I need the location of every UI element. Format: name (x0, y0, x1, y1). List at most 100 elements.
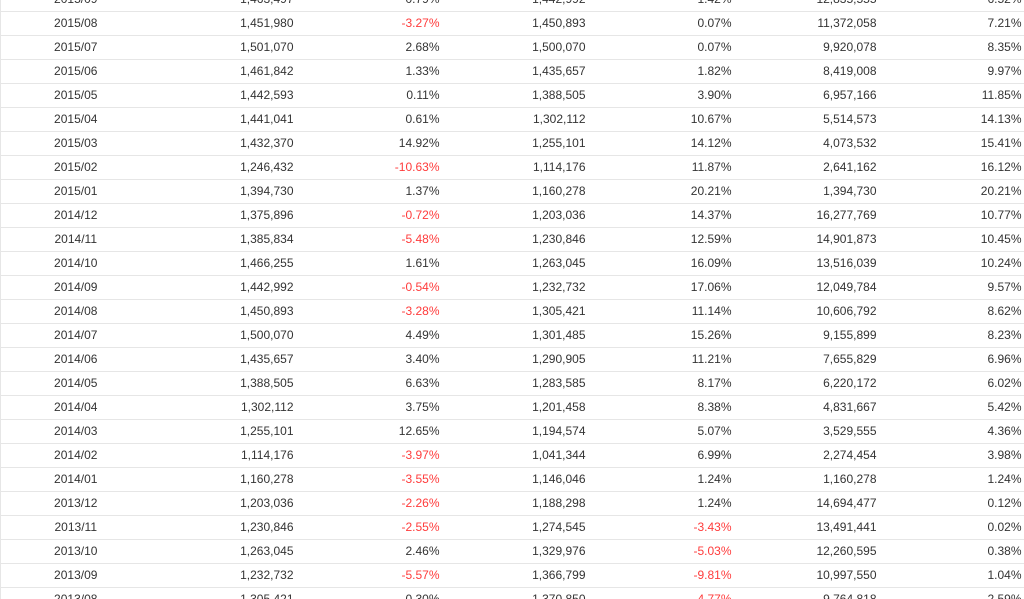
value-b-cell: 1,194,574 (442, 419, 589, 444)
cumulative-cell: 4,831,667 (734, 395, 880, 420)
value-a-cell: 1,375,896 (150, 203, 297, 228)
value-a-cell: 1,302,112 (150, 395, 297, 420)
value-b-cell: 1,146,046 (442, 467, 589, 492)
value-b-cell: 1,329,976 (442, 539, 589, 564)
value-b-cell: 1,500,070 (442, 35, 589, 60)
cumulative-cell: 10,997,550 (734, 563, 880, 588)
change-b-cell: 14.37% (588, 203, 735, 228)
value-a-cell: 1,450,893 (150, 299, 297, 324)
month-cell: 2014/02 (0, 443, 151, 468)
value-a-cell: 1,466,255 (150, 251, 297, 276)
value-b-cell: 1,255,101 (442, 131, 589, 156)
table-row: 2014/07 1,500,070 4.49% 1,301,485 15.26% 9,15… (0, 323, 1024, 348)
cumulative-cell: 5,514,573 (734, 107, 880, 132)
month-cell: 2015/03 (0, 131, 151, 156)
table-row: 2013/08 1,305,421 0.30% 1,370,850 -4.77% 9,76… (0, 587, 1024, 599)
change-a-cell: 12.65% (296, 419, 443, 444)
change-b-cell: 17.06% (588, 275, 735, 300)
cumulative-change-cell: 8.62% (879, 299, 1024, 324)
cumulative-change-cell: 4.36% (879, 419, 1024, 444)
cumulative-cell: 7,655,829 (734, 347, 880, 372)
table-row: 2015/091,463,4970.79%1,442,9921.42%12,83… (0, 0, 1024, 12)
table-row: 2013/12 1,203,036 -2.26% 1,188,298 1.24% 14,6… (0, 491, 1024, 516)
change-a-cell: 0.11% (296, 83, 443, 108)
change-a-cell: -0.54% (296, 275, 443, 300)
cumulative-change-cell: 10.45% (879, 227, 1024, 252)
table-row: 2014/08 1,450,893 -3.28% 1,305,421 11.14% 10,… (0, 299, 1024, 324)
month-cell: 2013/08 (0, 587, 151, 599)
change-a-cell: -3.27% (296, 11, 443, 36)
value-a-cell: 1,442,593 (150, 83, 297, 108)
cumulative-change-cell: 6.02% (879, 371, 1024, 396)
month-cell: 2014/04 (0, 395, 151, 420)
table-row: 2015/01 1,394,730 1.37% 1,160,278 20.21% 1,39… (0, 179, 1024, 204)
cumulative-cell: 8,419,008 (734, 59, 880, 84)
value-b-cell: 1,160,278 (442, 179, 589, 204)
value-b-cell: 1,305,421 (442, 299, 589, 324)
value-b-cell: 1,274,545 (442, 515, 589, 540)
cumulative-cell: 12,835,555 (734, 0, 880, 12)
table-row: 2015/06 1,461,842 1.33% 1,435,657 1.82% 8,419… (0, 59, 1024, 84)
cumulative-cell: 14,694,477 (734, 491, 880, 516)
change-b-cell: 0.07% (588, 11, 735, 36)
change-a-cell: -0.72% (296, 203, 443, 228)
value-a-cell: 1,463,497 (150, 0, 297, 12)
month-cell: 2015/07 (0, 35, 151, 60)
value-a-cell: 1,500,070 (150, 323, 297, 348)
cumulative-cell: 13,491,441 (734, 515, 880, 540)
month-cell: 2015/06 (0, 59, 151, 84)
value-a-cell: 1,263,045 (150, 539, 297, 564)
change-b-cell: -4.77% (588, 587, 735, 599)
change-b-cell: 14.12% (588, 131, 735, 156)
table-row: 2015/02 1,246,432 -10.63% 1,114,176 11.87% 2,… (0, 155, 1024, 180)
table-row: 2014/09 1,442,992 -0.54% 1,232,732 17.06% 12,… (0, 275, 1024, 300)
cumulative-cell: 2,641,162 (734, 155, 880, 180)
value-a-cell: 1,388,505 (150, 371, 297, 396)
value-a-cell: 1,385,834 (150, 227, 297, 252)
value-a-cell: 1,160,278 (150, 467, 297, 492)
cumulative-cell: 12,260,595 (734, 539, 880, 564)
month-cell: 2014/01 (0, 467, 151, 492)
change-a-cell: -10.63% (296, 155, 443, 180)
change-a-cell: -2.55% (296, 515, 443, 540)
value-b-cell: 1,283,585 (442, 371, 589, 396)
change-a-cell: 1.37% (296, 179, 443, 204)
value-a-cell: 1,442,992 (150, 275, 297, 300)
cumulative-cell: 9,920,078 (734, 35, 880, 60)
cumulative-cell: 11,372,058 (734, 11, 880, 36)
value-a-cell: 1,435,657 (150, 347, 297, 372)
cumulative-cell: 6,957,166 (734, 83, 880, 108)
cumulative-cell: 3,529,555 (734, 419, 880, 444)
change-b-cell: 8.17% (588, 371, 735, 396)
cumulative-change-cell: 10.24% (879, 251, 1024, 276)
cumulative-change-cell: 9.57% (879, 275, 1024, 300)
cumulative-cell: 12,049,784 (734, 275, 880, 300)
change-a-cell: 2.46% (296, 539, 443, 564)
value-b-cell: 1,301,485 (442, 323, 589, 348)
change-a-cell: -3.55% (296, 467, 443, 492)
value-b-cell: 1,041,344 (442, 443, 589, 468)
month-cell: 2014/11 (0, 227, 151, 252)
cumulative-cell: 2,274,454 (734, 443, 880, 468)
cumulative-change-cell: 2.59% (879, 587, 1024, 599)
table-row: 2014/12 1,375,896 -0.72% 1,203,036 14.37% 16,… (0, 203, 1024, 228)
value-b-cell: 1,442,992 (442, 0, 589, 12)
change-a-cell: 1.33% (296, 59, 443, 84)
month-cell: 2013/10 (0, 539, 151, 564)
change-a-cell: -3.28% (296, 299, 443, 324)
table-row: 2014/04 1,302,112 3.75% 1,201,458 8.38% 4,831… (0, 395, 1024, 420)
cumulative-change-cell: 0.12% (879, 491, 1024, 516)
value-a-cell: 1,246,432 (150, 155, 297, 180)
cumulative-cell: 13,516,039 (734, 251, 880, 276)
value-b-cell: 1,450,893 (442, 11, 589, 36)
value-a-cell: 1,432,370 (150, 131, 297, 156)
change-b-cell: -9.81% (588, 563, 735, 588)
cumulative-change-cell: 7.21% (879, 11, 1024, 36)
cumulative-change-cell: 5.42% (879, 395, 1024, 420)
change-a-cell: -5.57% (296, 563, 443, 588)
change-b-cell: 11.14% (588, 299, 735, 324)
value-b-cell: 1,290,905 (442, 347, 589, 372)
value-a-cell: 1,461,842 (150, 59, 297, 84)
